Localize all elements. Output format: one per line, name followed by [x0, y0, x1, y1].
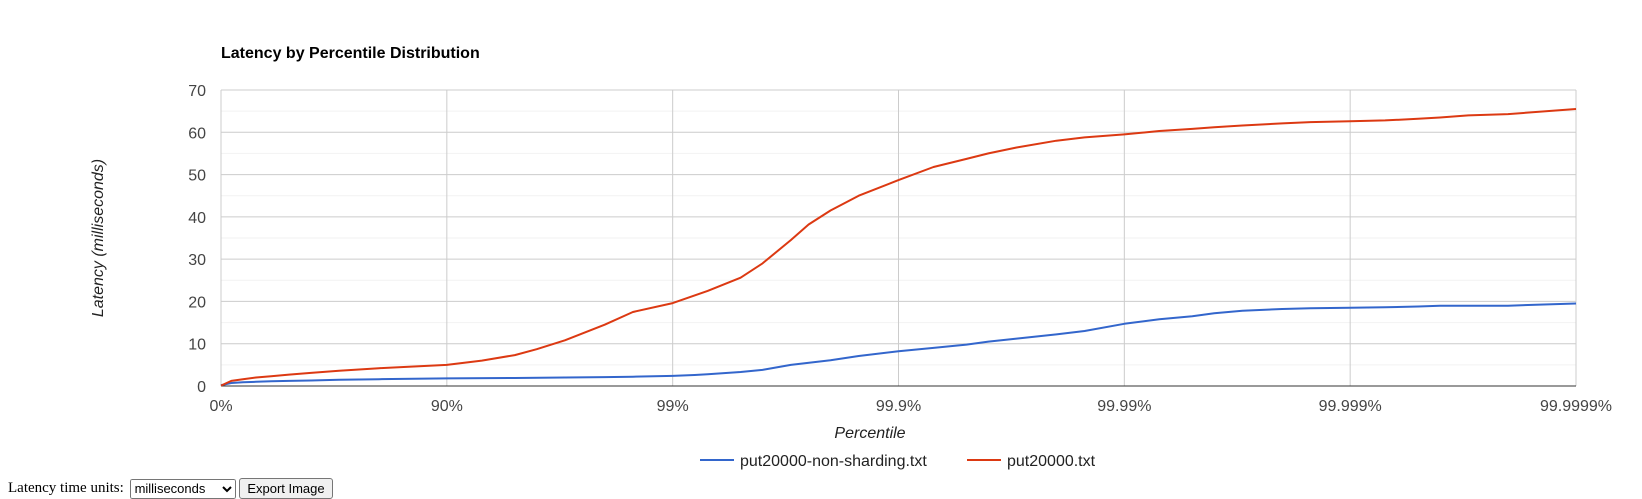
units-label: Latency time units:	[8, 479, 124, 496]
y-tick-label: 60	[188, 125, 206, 142]
x-axis-title: Percentile	[834, 425, 905, 442]
chart-legend: put20000-non-sharding.txt put20000.txt	[700, 453, 1096, 470]
x-tick-label: 99.9999%	[1540, 398, 1612, 415]
series-line-2	[220, 108, 1577, 387]
y-tick-label: 70	[188, 83, 206, 100]
x-tick-label: 99.999%	[1319, 398, 1382, 415]
y-tick-label: 10	[188, 337, 206, 354]
chart-title: Latency by Percentile Distribution	[221, 45, 480, 62]
chart-grid	[220, 89, 1577, 387]
y-axis-title: Latency (milliseconds)	[90, 159, 107, 317]
y-tick-label: 0	[197, 379, 206, 396]
y-tick-label: 50	[188, 168, 206, 185]
x-axis-tick-labels: 0% 90% 99% 99.9% 99.99% 99.999% 99.9999%	[209, 398, 1612, 415]
export-image-button[interactable]: Export Image	[239, 478, 333, 499]
units-select[interactable]: milliseconds	[129, 478, 236, 499]
y-tick-label: 20	[188, 294, 206, 311]
x-tick-label: 99%	[657, 398, 689, 415]
y-tick-label: 40	[188, 210, 206, 227]
x-tick-label: 99.99%	[1097, 398, 1151, 415]
x-tick-label: 99.9%	[876, 398, 921, 415]
y-axis-tick-labels: 0 10 20 30 40 50 60 70	[188, 83, 206, 396]
chart-series	[220, 108, 1577, 387]
legend-label-2: put20000.txt	[1007, 453, 1096, 470]
legend-label-1: put20000-non-sharding.txt	[740, 453, 927, 470]
x-tick-label: 90%	[431, 398, 463, 415]
latency-chart: Latency by Percentile Distribution 0 10 20…	[90, 45, 1612, 470]
y-tick-label: 30	[188, 252, 206, 269]
series-line-1	[220, 302, 1577, 387]
chart-controls: Latency time units: milliseconds Export …	[8, 478, 333, 499]
x-tick-label: 0%	[209, 398, 232, 415]
